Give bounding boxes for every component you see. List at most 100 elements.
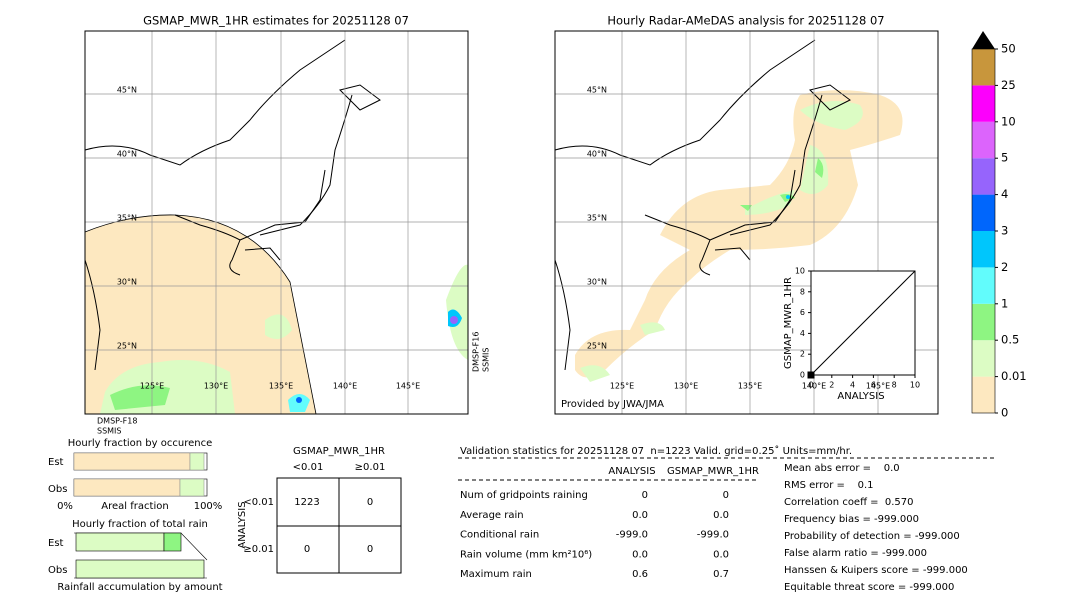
col-header: ANALYSIS [608, 466, 655, 477]
swath [84, 214, 317, 415]
colorbar-label: 4 [1001, 187, 1008, 201]
fraction-title: Hourly fraction of total rain [72, 519, 208, 530]
axis-label: Areal fraction [101, 501, 168, 512]
lon-label: 140°E [333, 382, 357, 391]
rain-area [786, 195, 790, 199]
fraction-bar [189, 452, 205, 471]
colorbar-segment [972, 49, 995, 86]
colorbar-label: 0.01 [1001, 369, 1027, 383]
lon-label: 140°E [802, 382, 826, 391]
colorbar-label: 3 [1001, 224, 1008, 238]
lat-label: 30°N [117, 278, 137, 287]
y-tick-label: 2 [800, 350, 805, 359]
rain-area [745, 101, 863, 215]
lat-label: 45°N [587, 86, 607, 95]
score: RMS error = 0.1 [784, 480, 874, 491]
fraction-bar [75, 532, 165, 552]
value: 0.0 [632, 549, 648, 560]
row-header: ≥0.01 [243, 544, 274, 555]
colorbar-label: 2 [1001, 260, 1008, 274]
colorbar-segment [972, 303, 995, 341]
col-header: ≥0.01 [355, 462, 386, 473]
point [807, 371, 815, 379]
lon-label: 130°E [674, 382, 698, 391]
col-header: <0.01 [293, 462, 324, 473]
footer-label: Rainfall accumulation by amount [57, 582, 222, 593]
lat-label: 25°N [117, 342, 137, 351]
rain-area [450, 316, 458, 324]
row-label: Conditional rain [460, 530, 539, 541]
colorbar-label: 25 [1001, 78, 1016, 92]
value: 0.0 [713, 549, 729, 560]
colorbar-label: 5 [1001, 151, 1008, 165]
row-label: Obs [48, 565, 67, 576]
value: 0.0 [713, 510, 729, 521]
fraction-bar [179, 478, 205, 497]
x-tick-label: 4 [850, 381, 855, 390]
contingency-title: GSMAP_MWR_1HR [293, 446, 385, 457]
rain-area [110, 385, 170, 410]
colorbar-extend [972, 31, 995, 49]
colorbar-label: 10 [1001, 114, 1016, 128]
x-tick-label: 10 [910, 381, 920, 390]
axis-label: 100% [194, 501, 223, 512]
value: 0.7 [713, 569, 729, 580]
lon-label: 145°E [866, 382, 890, 391]
row-header: <0.01 [243, 497, 274, 508]
row-label: Maximum rain [460, 569, 532, 580]
fraction-bar [163, 532, 182, 552]
lon-label: 135°E [269, 382, 293, 391]
lat-label: 40°N [587, 150, 607, 159]
value: -999.0 [616, 530, 648, 541]
lon-label: 130°E [204, 382, 228, 391]
row-label: Est [48, 457, 64, 468]
x-tick-label: 8 [892, 381, 897, 390]
credit: Provided by JWA/JMA [561, 399, 664, 410]
rain-area [580, 322, 665, 382]
table-grid [276, 477, 402, 574]
lat-label: 45°N [117, 86, 137, 95]
sensor-label: SSMIS [97, 427, 122, 436]
validation-header: Validation statistics for 20251128 07 n=… [460, 445, 852, 457]
colorbar-segment [972, 376, 995, 413]
colorbar-segment [972, 85, 995, 122]
x-tick-label: 2 [829, 381, 834, 390]
value: 0 [642, 490, 648, 501]
y-tick-label: 4 [800, 329, 805, 338]
value: 0.6 [632, 569, 648, 580]
row-label: ANALYSIS [237, 501, 248, 548]
lat-label: 25°N [587, 342, 607, 351]
y-tick-label: 8 [800, 287, 805, 296]
score: Frequency bias = -999.000 [784, 514, 919, 525]
rain-area [265, 314, 292, 339]
colorbar-segment [972, 158, 995, 195]
cell: 0 [367, 497, 373, 508]
lon-label: 145°E [396, 382, 420, 391]
row-label: Est [48, 538, 64, 549]
map-frame [84, 30, 469, 415]
sensor-label: SSMIS [482, 348, 491, 373]
score: Probability of detection = -999.000 [784, 531, 960, 542]
sensor-label: DMSP-F18 [97, 417, 137, 426]
y-tick-label: 0 [800, 371, 805, 380]
score: Mean abs error = 0.0 [784, 463, 900, 474]
value: 0.0 [632, 510, 648, 521]
y-tick-label: 6 [800, 308, 805, 317]
colorbar-label: 1 [1001, 296, 1008, 310]
value: 0 [723, 490, 729, 501]
value: -999.0 [697, 530, 729, 541]
y-tick-label: 10 [795, 267, 805, 276]
col-header: GSMAP_MWR_1HR [667, 466, 759, 477]
sensor-label: DMSP-F16 [472, 332, 481, 372]
row-label: Obs [48, 484, 67, 495]
row-label: Average rain [460, 510, 524, 521]
colorbar-segment [972, 340, 995, 377]
cell: 0 [304, 544, 310, 555]
lat-label: 35°N [587, 214, 607, 223]
diagonal [810, 270, 916, 376]
fraction-bar [73, 452, 191, 471]
colorbar-segment [972, 194, 995, 231]
rain-area [296, 397, 302, 403]
x-tick-label: 6 [871, 381, 876, 390]
